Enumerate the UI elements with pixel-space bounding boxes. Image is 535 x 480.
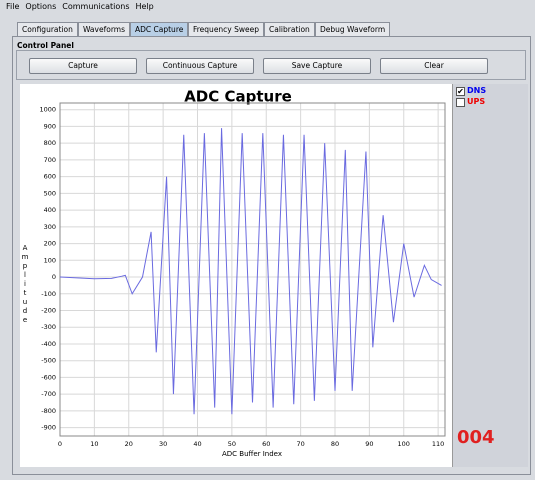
y-tick-label: -300 [41, 323, 56, 331]
y-tick-label: 300 [44, 223, 56, 231]
menu-item[interactable]: Communications [62, 2, 130, 11]
y-tick-label: 700 [44, 156, 56, 164]
y-tick-label: 600 [44, 173, 56, 181]
x-axis-label: ADC Buffer Index [222, 450, 282, 458]
panel-title: Control Panel [17, 41, 74, 50]
y-tick-label: -600 [41, 373, 56, 381]
chart: ADC Capture ADC Buffer Index -900 -800 -70… [20, 84, 452, 467]
x-tick-label: 90 [365, 440, 373, 448]
control-panel [16, 50, 526, 80]
x-tick-label: 60 [262, 440, 270, 448]
channel-label: UPS [467, 97, 486, 106]
button[interactable]: Continuous Capture [146, 58, 254, 74]
plot-frame [59, 102, 446, 437]
tab[interactable]: ADC Capture [130, 22, 189, 36]
menu-item[interactable]: Help [135, 2, 154, 11]
y-tick-label: -400 [41, 340, 56, 348]
y-tick-label: -800 [41, 407, 56, 415]
x-tick-label: 100 [398, 440, 410, 448]
button[interactable]: Capture [29, 58, 137, 74]
y-tick-label: -100 [41, 290, 56, 298]
x-tick-label: 10 [90, 440, 98, 448]
x-tick-label: 20 [125, 440, 133, 448]
y-tick-label: 800 [44, 139, 56, 147]
checkbox[interactable]: ✔ [456, 87, 465, 96]
x-tick-label: 50 [228, 440, 236, 448]
menu-item[interactable]: File [6, 2, 20, 11]
y-tick-label: -900 [41, 424, 56, 432]
y-tick-label: 500 [44, 189, 56, 197]
button[interactable]: Clear [380, 58, 488, 74]
checkbox[interactable] [456, 98, 465, 107]
menu-bar: File Options Communications Help [6, 2, 160, 11]
tab[interactable]: Debug Waveform [315, 22, 391, 36]
y-axis-label: Amplitude [21, 244, 29, 325]
y-tick-label: 1000 [39, 106, 56, 114]
channel-label: DNS [467, 86, 487, 95]
chart-title: ADC Capture [184, 88, 292, 106]
tab[interactable]: Configuration [17, 22, 78, 36]
counter: 004 [457, 427, 495, 448]
tab[interactable]: Waveforms [78, 22, 130, 36]
x-tick-label: 40 [193, 440, 201, 448]
menu-item[interactable]: Options [25, 2, 57, 11]
x-tick-label: 0 [58, 440, 62, 448]
y-tick-label: 0 [52, 273, 56, 281]
x-tick-label: 110 [432, 440, 444, 448]
y-tick-label: 900 [44, 122, 56, 130]
y-tick-label: 400 [44, 206, 56, 214]
x-tick-label: 70 [296, 440, 304, 448]
button[interactable]: Save Capture [263, 58, 371, 74]
tab[interactable]: Frequency Sweep [188, 22, 265, 36]
y-tick-label: 100 [44, 256, 56, 264]
y-tick-label: -200 [41, 306, 56, 314]
y-tick-label: 200 [44, 240, 56, 248]
y-tick-label: -700 [41, 390, 56, 398]
side-panel [452, 84, 528, 467]
x-tick-label: 80 [331, 440, 339, 448]
x-tick-label: 30 [159, 440, 167, 448]
tab[interactable]: Calibration [264, 22, 315, 36]
y-tick-label: -500 [41, 357, 56, 365]
data-line [59, 128, 442, 415]
